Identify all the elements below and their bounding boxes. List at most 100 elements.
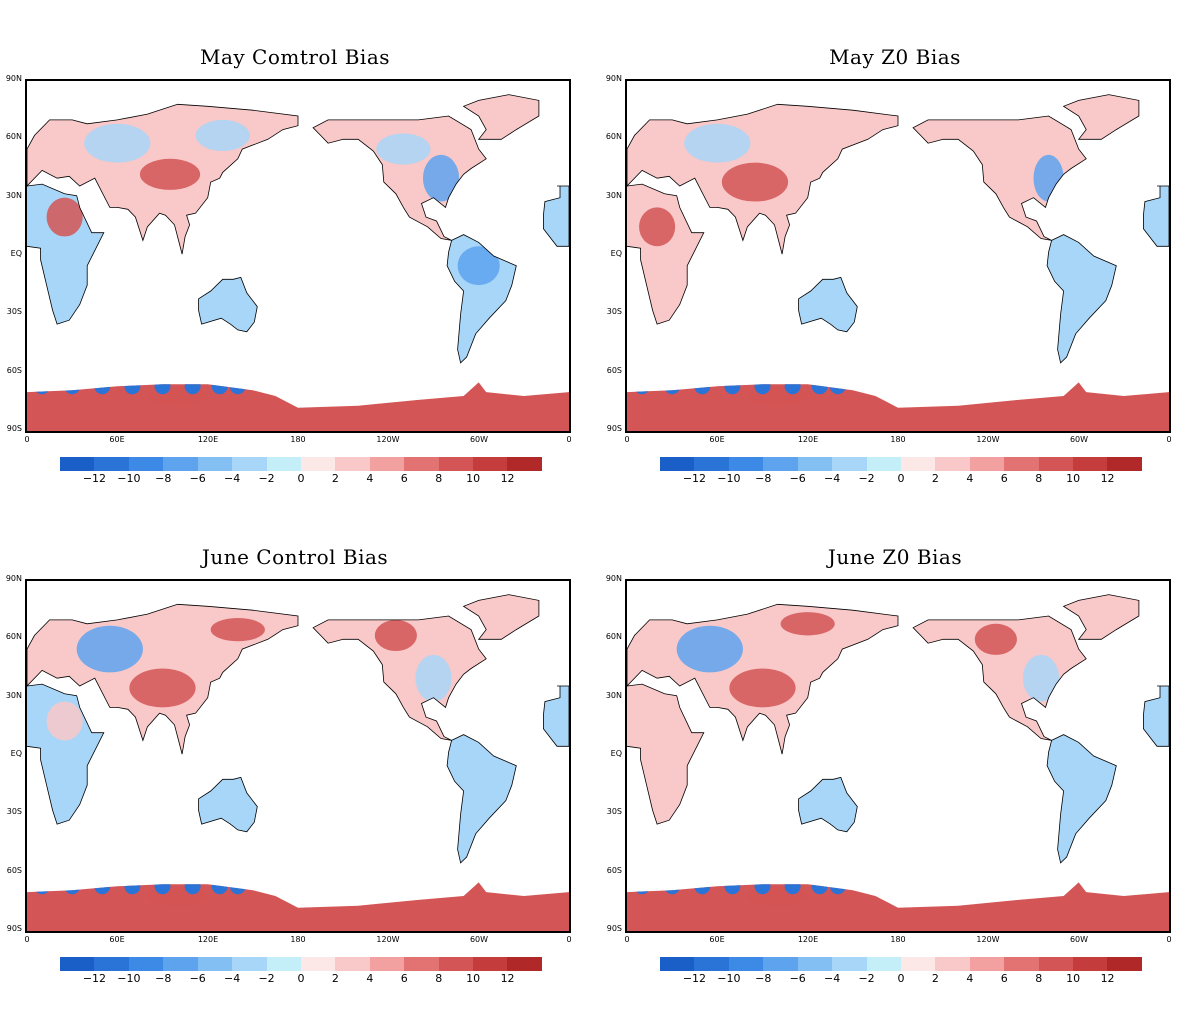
lat-tick-label: 30N — [605, 691, 622, 700]
colorbar-tick-label: 4 — [366, 472, 374, 485]
colorbar-tick-label: 12 — [500, 472, 515, 485]
colorbar-tick-label: −8 — [755, 472, 772, 485]
colorbar-swatch — [866, 457, 901, 471]
bias-region — [415, 654, 452, 702]
colorbar-swatch — [969, 457, 1005, 471]
coastline — [1062, 594, 1140, 640]
bias-region — [139, 158, 201, 190]
lon-tick-label: 0 — [24, 935, 30, 944]
antarctic-cold-spot — [211, 378, 228, 395]
colorbar-tick-label: 6 — [1000, 472, 1008, 485]
colorbar-tick-label: 4 — [366, 972, 374, 985]
panel-june-control: June Control Bias 90N 60N 30N EQ 30S 60S 90S 0 6… — [0, 545, 590, 1015]
continent-australia — [798, 777, 858, 832]
colorbar-tick-label: −2 — [258, 972, 275, 985]
coastline — [798, 276, 858, 333]
colorbar-swatch — [660, 457, 695, 471]
panel-may-control: May Comtrol Bias 90N 60N 30N EQ 30S 60S 90S 0 60… — [0, 45, 590, 515]
colorbar-swatch — [1073, 957, 1108, 971]
lat-tick-label: 60N — [5, 632, 22, 641]
colorbar-swatch — [1038, 457, 1074, 471]
colorbar-tick-label: −12 — [682, 972, 707, 985]
coastline — [543, 185, 569, 247]
lat-tick-label: 90S — [6, 924, 22, 933]
coastline — [27, 683, 105, 825]
coastline — [462, 594, 540, 640]
colorbar-tick-label: −12 — [82, 472, 107, 485]
antarctic-cold-spot — [94, 378, 111, 395]
continent-africa — [627, 184, 704, 325]
colorbar-swatch — [300, 457, 336, 471]
lon-tick-label: 120E — [797, 435, 819, 444]
bias-region — [46, 701, 83, 741]
colorbar-tick-label: −4 — [224, 472, 241, 485]
lon-tick-label: 120W — [376, 435, 400, 444]
colorbar-swatch — [507, 957, 542, 971]
continent-greenland — [463, 594, 539, 640]
bias-region — [376, 133, 431, 165]
bias-region — [983, 133, 1039, 165]
colorbar-swatch — [163, 957, 198, 971]
coastline — [312, 615, 487, 741]
colorbar-tick-label: −6 — [189, 472, 206, 485]
coastline — [446, 734, 517, 864]
lon-tick-label: 60W — [469, 435, 489, 444]
antarctic-cold-spot — [811, 378, 828, 395]
colorbar-swatch — [694, 957, 729, 971]
antarctic-cold-spot — [229, 378, 246, 395]
bias-region — [721, 162, 789, 202]
colorbar-tick-label: 10 — [1066, 972, 1081, 985]
continent-australia — [798, 277, 858, 332]
colorbar-tick-label: −10 — [717, 472, 741, 485]
lat-tick-label: 30N — [5, 691, 22, 700]
lat-tick-label: 90S — [606, 424, 622, 433]
colorbar-tick-label: −8 — [155, 472, 172, 485]
colorbar-swatch — [128, 457, 164, 471]
colorbar-tick-label: 12 — [1100, 972, 1115, 985]
coastline — [912, 615, 1087, 741]
continent-africa — [27, 184, 104, 325]
coastline — [627, 183, 705, 325]
bias-region — [210, 617, 265, 642]
world-map — [627, 594, 1169, 931]
lat-tick-label: 90N — [605, 74, 622, 83]
colorbar-swatch — [60, 457, 95, 471]
panel-title: June Z0 Bias — [827, 545, 963, 569]
coastline — [912, 115, 1087, 241]
colorbar-tick-label: 0 — [897, 472, 905, 485]
colorbar-tick-label: 0 — [297, 972, 305, 985]
lat-tick-label: 60N — [5, 132, 22, 141]
lat-tick-label: 30S — [6, 807, 22, 816]
bias-region — [457, 246, 500, 286]
lat-tick-label: 30N — [5, 191, 22, 200]
colorbar-swatch — [900, 457, 936, 471]
antarctic-cold-spot — [634, 378, 651, 395]
colorbar-tick-label: −6 — [789, 472, 806, 485]
colorbar-swatch — [694, 457, 729, 471]
colorbar-swatch — [1038, 957, 1074, 971]
antarctic-cold-spot — [754, 378, 771, 395]
bias-region — [729, 668, 796, 708]
colorbar-swatch — [935, 957, 970, 971]
bias-region — [639, 207, 676, 247]
colorbar-swatch — [438, 957, 474, 971]
lon-tick-label: 120W — [976, 435, 1000, 444]
colorbar-tick-label: 10 — [466, 472, 481, 485]
colorbar — [660, 457, 1142, 471]
coastline — [627, 603, 899, 755]
lon-tick-label: 60E — [109, 435, 125, 444]
continent-namerica — [313, 116, 487, 241]
bias-region — [76, 625, 143, 673]
colorbar-tick-label: −4 — [824, 472, 841, 485]
lon-tick-label: 120E — [197, 935, 219, 944]
antarctic-cold-spot — [811, 878, 828, 895]
antarctic-cold-spot — [64, 378, 81, 395]
colorbar-swatch — [369, 957, 405, 971]
lon-tick-label: 0 — [1166, 435, 1172, 444]
colorbar-swatch — [335, 457, 370, 471]
lon-tick-label: 0 — [1166, 935, 1172, 944]
antarctic-cold-spot — [829, 378, 846, 395]
coastline — [627, 683, 705, 825]
lat-tick-label: EQ — [10, 249, 22, 258]
lat-tick-label: 30S — [606, 307, 622, 316]
